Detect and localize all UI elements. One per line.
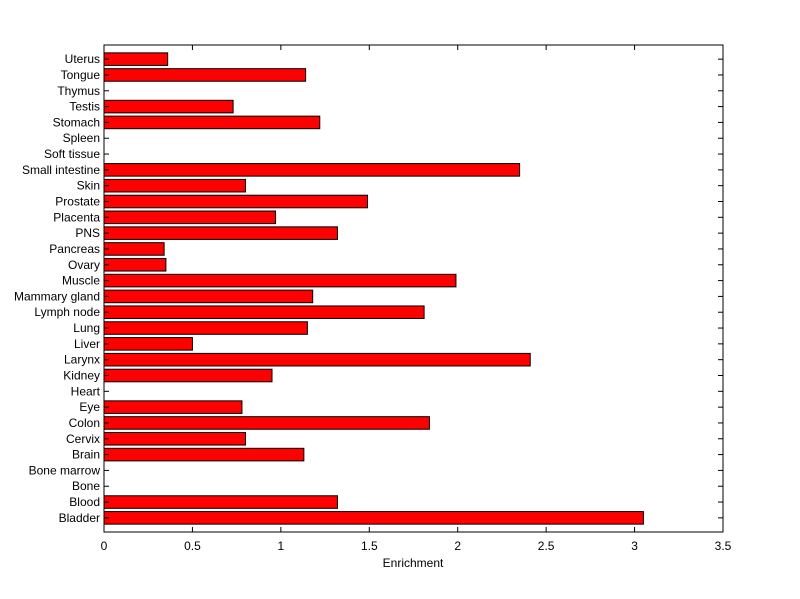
y-tick-label: Thymus bbox=[57, 84, 100, 98]
y-tick-label: Stomach bbox=[53, 115, 100, 129]
plot-area-frame bbox=[103, 44, 724, 533]
y-tick-label: Uterus bbox=[65, 52, 100, 66]
bar-brain bbox=[103, 447, 305, 462]
bar-blood bbox=[103, 495, 338, 509]
bar-larynx bbox=[103, 352, 531, 367]
bar-skin bbox=[103, 178, 246, 193]
y-tick-label: Larynx bbox=[64, 353, 100, 367]
x-tick-label: 1.5 bbox=[361, 539, 378, 553]
y-tick-label: Blood bbox=[69, 495, 100, 509]
bar-liver bbox=[103, 337, 193, 351]
y-tick-label: Kidney bbox=[63, 368, 100, 382]
bar-pancreas bbox=[103, 242, 165, 256]
x-axis-tick-labels: 0 0.5 1 1.5 2 2.5 3 3.5 bbox=[101, 539, 732, 553]
y-tick-label: Brain bbox=[72, 448, 100, 462]
bar-uterus bbox=[103, 52, 169, 66]
bar-testis bbox=[103, 99, 234, 114]
y-tick-label: Tongue bbox=[61, 68, 101, 82]
y-tick-label: Heart bbox=[71, 384, 101, 398]
y-tick-label: Bladder bbox=[59, 511, 100, 525]
x-tick-label: 2.5 bbox=[538, 539, 555, 553]
y-tick-label: Prostate bbox=[55, 195, 100, 209]
y-tick-label: Soft tissue bbox=[44, 147, 100, 161]
bar-placenta bbox=[103, 210, 277, 225]
x-tick-label: 0.5 bbox=[184, 539, 201, 553]
x-tick-label: 1 bbox=[278, 539, 285, 553]
bar-stomach bbox=[103, 115, 321, 130]
x-tick-label: 3 bbox=[631, 539, 638, 553]
x-tick-label: 0 bbox=[101, 539, 108, 553]
y-tick-label: Small intestine bbox=[22, 163, 100, 177]
bar-eye bbox=[103, 400, 243, 414]
y-tick-label: Cervix bbox=[66, 432, 100, 446]
x-tick-label: 2 bbox=[454, 539, 461, 553]
tick-marks bbox=[103, 45, 724, 532]
x-tick-label: 3.5 bbox=[715, 539, 732, 553]
bar-prostate bbox=[103, 194, 369, 209]
y-tick-label: Lung bbox=[73, 321, 100, 335]
y-tick-label: Mammary gland bbox=[14, 289, 100, 303]
y-tick-label: Liver bbox=[74, 337, 100, 351]
bar-tongue bbox=[103, 68, 307, 82]
y-tick-label: Bone marrow bbox=[29, 463, 101, 477]
bar-small-intestine bbox=[103, 163, 521, 177]
bar-colon bbox=[103, 416, 430, 430]
y-tick-label: PNS bbox=[75, 226, 100, 240]
y-tick-label: Muscle bbox=[62, 274, 100, 288]
y-tick-label: Lymph node bbox=[34, 305, 100, 319]
bar-muscle bbox=[103, 273, 457, 288]
y-tick-label: Pancreas bbox=[49, 242, 100, 256]
y-tick-label: Colon bbox=[69, 416, 100, 430]
bar-cervix bbox=[103, 431, 246, 446]
bar-kidney bbox=[103, 368, 273, 383]
bars bbox=[103, 52, 644, 525]
y-tick-label: Spleen bbox=[63, 131, 100, 145]
bar-bladder bbox=[103, 511, 644, 525]
y-tick-label: Ovary bbox=[68, 258, 100, 272]
y-tick-label: Skin bbox=[77, 179, 100, 193]
y-tick-label: Eye bbox=[79, 400, 100, 414]
bar-pns bbox=[103, 226, 338, 240]
y-tick-label: Bone bbox=[72, 479, 100, 493]
bar-lung bbox=[103, 321, 308, 335]
x-axis-title: Enrichment bbox=[383, 556, 444, 570]
y-tick-label: Placenta bbox=[53, 210, 100, 224]
bar-mammary-gland bbox=[103, 289, 314, 304]
y-tick-label: Testis bbox=[69, 100, 100, 114]
bar-lymph-node bbox=[103, 305, 425, 320]
bar-ovary bbox=[103, 257, 167, 272]
